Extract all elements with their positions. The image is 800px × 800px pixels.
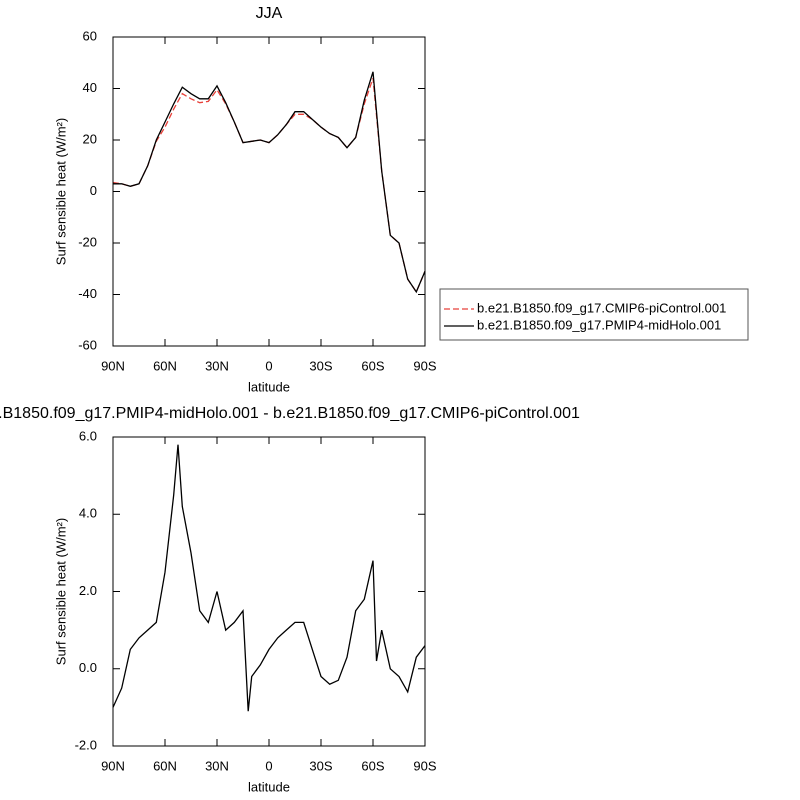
y-tick-label: 0 bbox=[90, 183, 97, 198]
y-tick-label: -2.0 bbox=[75, 737, 97, 752]
x-tick-label: 90N bbox=[101, 758, 125, 773]
x-tick-label: 60S bbox=[361, 358, 384, 373]
x-tick-label: 90S bbox=[413, 358, 436, 373]
x-tick-label: 60S bbox=[361, 758, 384, 773]
data-line bbox=[112, 77, 426, 294]
x-axis-label: latitude bbox=[248, 379, 290, 394]
x-tick-label: 0 bbox=[265, 358, 272, 373]
x-tick-label: 0 bbox=[265, 758, 272, 773]
x-tick-label: 60N bbox=[153, 758, 177, 773]
x-tick-label: 30N bbox=[205, 358, 229, 373]
y-tick-label: -40 bbox=[78, 286, 97, 301]
y-axis-label: Surf sensible heat (W/m²) bbox=[53, 118, 68, 265]
y-tick-label: 4.0 bbox=[79, 506, 97, 521]
legend-label: b.e21.B1850.f09_g17.CMIP6-piControl.001 bbox=[477, 300, 726, 315]
x-tick-label: 90N bbox=[101, 358, 125, 373]
y-tick-label: -20 bbox=[78, 234, 97, 249]
x-tick-label: 90S bbox=[413, 758, 436, 773]
x-axis-label: latitude bbox=[248, 779, 290, 794]
chart-title: JJA bbox=[256, 5, 283, 22]
x-tick-label: 30S bbox=[309, 758, 332, 773]
y-tick-label: 6.0 bbox=[79, 428, 97, 443]
x-tick-label: 30N bbox=[205, 758, 229, 773]
y-tick-label: 20 bbox=[83, 131, 97, 146]
data-line bbox=[112, 444, 426, 712]
plot-frame bbox=[112, 436, 426, 747]
y-tick-label: 2.0 bbox=[79, 583, 97, 598]
y-tick-label: 60 bbox=[83, 28, 97, 43]
legend-label: b.e21.B1850.f09_g17.PMIP4-midHolo.001 bbox=[477, 317, 721, 332]
y-tick-label: 0.0 bbox=[79, 660, 97, 675]
data-line bbox=[113, 71, 426, 294]
y-tick-label: 40 bbox=[83, 80, 97, 95]
y-tick-label: -60 bbox=[78, 337, 97, 352]
x-tick-label: 60N bbox=[153, 358, 177, 373]
x-tick-label: 30S bbox=[309, 358, 332, 373]
legend-box bbox=[439, 288, 749, 341]
chart-title: b.e21.B1850.f09_g17.PMIP4-midHolo.001 - … bbox=[0, 405, 580, 422]
plot-frame bbox=[112, 36, 426, 347]
y-axis-label: Surf sensible heat (W/m²) bbox=[53, 518, 68, 665]
